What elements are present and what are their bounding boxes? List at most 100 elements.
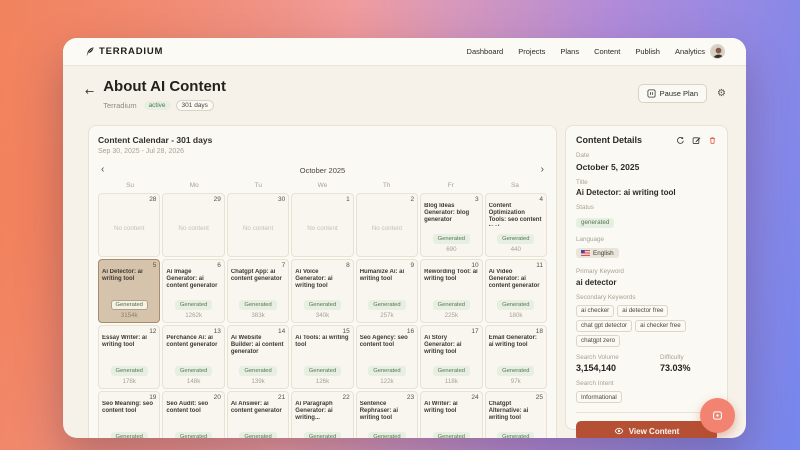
calendar-day-28[interactable]: 28 No content	[98, 193, 161, 257]
calendar-day-20[interactable]: 20 Seo Audit: seo content tool Generated	[162, 391, 225, 438]
calendar-day-25[interactable]: 25 Chatgpt Alternative: ai writing tool Ge…	[484, 391, 547, 438]
weekday-sa: Sa	[510, 182, 519, 189]
active-status-badge: active	[143, 100, 171, 110]
calendar-day-16[interactable]: 16 Seo Agency: seo content tool Generated 1…	[355, 325, 419, 389]
cell-title: Essay Writer: ai writing tool	[102, 335, 147, 349]
calendar-day-29[interactable]: 29 No content	[162, 193, 225, 257]
no-content-label: No content	[371, 225, 403, 232]
chat-fab-button[interactable]	[700, 398, 735, 433]
day-number: 19	[149, 394, 157, 401]
edit-icon[interactable]	[692, 136, 701, 145]
no-content-label: No content	[178, 225, 209, 232]
page-title: About AI Content	[103, 78, 226, 95]
weekday-fr: Fr	[447, 182, 454, 189]
settings-gear-icon[interactable]: ⚙	[717, 88, 726, 99]
generated-badge: Generated	[303, 300, 342, 310]
no-content-label: No content	[307, 225, 338, 232]
day-number: 23	[406, 394, 415, 401]
cell-title: Ai Detector: ai writing tool	[102, 269, 143, 283]
keyword-pill: chatgpt zero	[576, 334, 621, 347]
day-number: 5	[152, 262, 157, 269]
calendar-day-14[interactable]: 14 Ai Website Builder: ai content generat…	[226, 325, 290, 389]
back-arrow-icon[interactable]: ←	[85, 85, 95, 98]
calendar-day-24[interactable]: 24 Ai Writer: ai writing tool Generated	[420, 391, 483, 438]
nav-item-publish[interactable]: Publish	[635, 47, 660, 56]
cell-title: Ai Image Generator: ai content generator	[166, 269, 218, 290]
calendar-day-5[interactable]: 5 Ai Detector: ai writing tool Generated 31…	[98, 259, 161, 323]
calendar-day-7[interactable]: 7 Chatgpt App: ai content generator Genera…	[226, 259, 290, 323]
calendar-day-8[interactable]: 8 Ai Voice Generator: ai writing tool Gene…	[291, 259, 354, 323]
calendar-day-17[interactable]: 17 Ai Story Generator: ai writing tool Gen…	[420, 325, 483, 389]
day-number: 9	[410, 262, 415, 269]
cell-title: Seo Agency: seo content tool	[359, 335, 408, 349]
calendar-day-21[interactable]: 21 Ai Answer: ai content generator Generat…	[226, 391, 290, 438]
refresh-icon[interactable]	[676, 136, 685, 145]
nav-item-dashboard[interactable]: Dashboard	[466, 47, 504, 56]
user-avatar[interactable]	[710, 44, 725, 59]
calendar-day-6[interactable]: 6 Ai Image Generator: ai content generato…	[162, 259, 225, 323]
cell-title: Ai Paragraph Generator: ai writing...	[295, 401, 333, 422]
day-number: 14	[278, 328, 286, 335]
day-number: 15	[342, 328, 350, 335]
day-number: 4	[539, 196, 543, 203]
nav-item-plans[interactable]: Plans	[560, 47, 580, 56]
calendar-day-9[interactable]: 9 Humanize Ai: ai writing tool Generated 25…	[355, 259, 419, 323]
primary-keyword-label: Primary Keyword	[576, 268, 624, 275]
cell-title: Ai Tools: ai writing tool	[295, 335, 349, 349]
page-header: ← About AI Content Terradium active 301 …	[63, 66, 746, 111]
calendar-day-12[interactable]: 12 Essay Writer: ai writing tool Generated…	[98, 325, 161, 389]
date-value: October 5, 2025	[576, 161, 640, 172]
calendar-day-11[interactable]: 11 Ai Video Generator: ai content generat…	[484, 259, 547, 323]
cell-title: Ai Voice Generator: ai writing tool	[295, 269, 333, 290]
search-volume: 340k	[315, 312, 330, 319]
generated-badge: Generated	[368, 432, 406, 438]
calendar-day-1[interactable]: 1 No content	[291, 193, 354, 257]
prev-month-chevron-icon[interactable]: ‹	[101, 164, 105, 175]
calendar-day-22[interactable]: 22 Ai Paragraph Generator: ai writing... G…	[291, 391, 354, 438]
calendar-day-4[interactable]: 4 Content Optimization Tools: seo content…	[484, 193, 547, 257]
weekday-headers: Su Mo Tu We Th Fr Sa	[98, 182, 547, 189]
header-actions: Pause Plan ⚙	[637, 84, 726, 103]
calendar-day-23[interactable]: 23 Sentence Rephraser: ai writing tool Gen…	[355, 391, 419, 438]
calendar-date-range: Sep 30, 2025 - Jul 28, 2026	[98, 148, 185, 155]
no-content-label: No content	[113, 225, 145, 232]
calendar-day-18[interactable]: 18 Email Generator: ai writing tool Genera…	[484, 325, 547, 389]
calendar-day-10[interactable]: 10 Rewording Tool: ai writing tool Generat…	[420, 259, 483, 323]
view-content-button[interactable]: View Content	[576, 421, 717, 438]
search-volume: 690	[446, 246, 457, 253]
day-number: 3	[474, 196, 479, 203]
cell-title: Seo Audit: seo content tool	[166, 401, 209, 415]
search-volume: 139k	[251, 378, 265, 385]
day-number: 8	[346, 262, 350, 269]
difficulty-value: 73.03%	[660, 363, 691, 373]
generated-badge: Generated	[497, 366, 535, 376]
nav-item-analytics[interactable]: Analytics	[674, 47, 705, 56]
calendar-day-15[interactable]: 15 Ai Tools: ai writing tool Generated 126k	[291, 325, 354, 389]
generated-badge: Generated	[432, 432, 471, 438]
calendar-day-30[interactable]: 30 No content	[226, 193, 290, 257]
primary-keyword-value: ai detector	[576, 277, 617, 287]
calendar-day-13[interactable]: 13 Perchance Ai: ai content generator Gene…	[162, 325, 225, 389]
page-title-block: About AI Content Terradium active 301 da…	[103, 78, 226, 111]
search-volume-label: Search Volume	[576, 353, 619, 361]
generated-badge: Generated	[303, 432, 342, 438]
cell-title: Ai Video Generator: ai content generator	[488, 269, 540, 290]
content-details-panel: Content Details Date October 5, 2025 Tit…	[565, 125, 728, 438]
nav-item-content[interactable]: Content	[594, 47, 621, 56]
calendar-day-2[interactable]: 2 No content	[355, 193, 419, 257]
calendar-day-19[interactable]: 19 Seo Meaning: seo content tool Generated	[98, 391, 161, 438]
date-label: Date	[576, 152, 590, 159]
calendar-day-3[interactable]: 3 Blog Ideas Generator: blog generator Gen…	[420, 193, 483, 257]
next-month-chevron-icon[interactable]: ›	[540, 164, 544, 175]
search-intent-field: Search Intent Informational	[576, 380, 717, 403]
pause-plan-button[interactable]: Pause Plan	[637, 84, 708, 103]
day-number: 2	[410, 196, 415, 203]
nav-item-projects[interactable]: Projects	[518, 47, 546, 56]
delete-trash-icon[interactable]	[708, 136, 717, 145]
main-content: Content Calendar - 301 days Sep 30, 2025…	[88, 125, 728, 438]
details-panel-title: Content Details	[576, 135, 643, 145]
generated-badge: Generated	[497, 432, 535, 438]
search-volume-value: 3,154,140	[576, 363, 617, 373]
primary-keyword-field: Primary Keyword ai detector	[576, 268, 717, 287]
terradium-logo[interactable]: TERRADIUM	[84, 46, 163, 57]
